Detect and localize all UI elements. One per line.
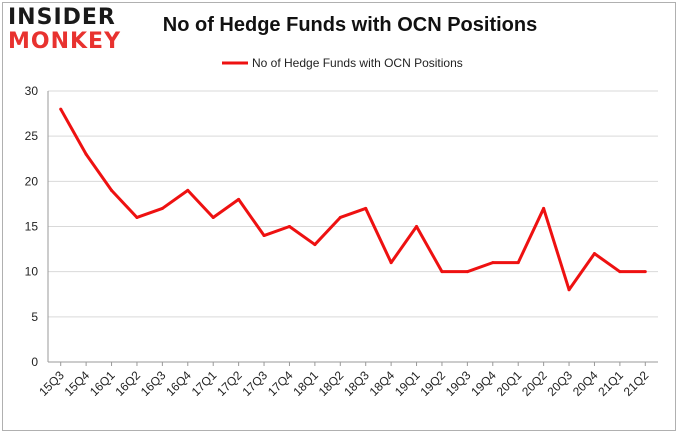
x-tick-label: 17Q1 (189, 368, 220, 399)
x-tick-label: 18Q2 (316, 368, 347, 399)
y-tick-label: 10 (25, 265, 39, 279)
y-tick-label: 25 (25, 129, 39, 143)
x-tick-label: 18Q3 (341, 368, 372, 399)
data-point-16Q2 (135, 215, 139, 219)
data-point-15Q3 (59, 107, 63, 111)
data-point-19Q3 (465, 270, 469, 274)
data-point-18Q2 (338, 215, 342, 219)
data-point-16Q3 (160, 206, 164, 210)
y-tick-label: 30 (25, 84, 39, 98)
x-tick-label: 18Q4 (367, 368, 398, 399)
x-tick-label: 17Q3 (240, 368, 271, 399)
data-point-17Q2 (237, 197, 241, 201)
x-tick-label: 16Q1 (87, 368, 118, 399)
x-tick-label: 15Q4 (62, 368, 93, 399)
gridlines (47, 90, 658, 363)
y-tick-label: 5 (31, 310, 38, 324)
logo-line-1: INSIDER (8, 5, 116, 30)
y-tick-label: 0 (31, 355, 38, 369)
x-tick-label: 19Q3 (443, 368, 474, 399)
legend: No of Hedge Funds with OCN Positions (222, 56, 463, 70)
insider-monkey-logo: INSIDER MONKEY (8, 6, 128, 58)
series-line (59, 108, 646, 292)
data-point-18Q3 (364, 206, 368, 210)
x-tick-label: 16Q4 (163, 368, 194, 399)
x-tick-label: 21Q1 (595, 368, 626, 399)
x-tick-label: 18Q1 (290, 368, 321, 399)
chart-title: No of Hedge Funds with OCN Positions (162, 14, 538, 36)
x-tick-label: 20Q2 (519, 368, 550, 399)
data-point-17Q1 (211, 215, 215, 219)
x-tick-label: 17Q4 (265, 368, 296, 399)
y-axis-ticks: 0 5 10 15 20 25 30 (25, 84, 39, 369)
data-point-20Q1 (516, 261, 520, 265)
data-point-16Q1 (110, 188, 114, 192)
data-point-20Q2 (542, 206, 546, 210)
x-tick-label: 16Q2 (112, 368, 143, 399)
data-point-17Q4 (287, 225, 291, 228)
x-tick-label: 20Q1 (494, 368, 525, 399)
series-layer (59, 107, 647, 292)
legend-label: No of Hedge Funds with OCN Positions (252, 56, 463, 70)
data-point-20Q3 (567, 288, 571, 292)
data-point-15Q4 (84, 152, 88, 156)
data-point-18Q4 (389, 261, 393, 265)
x-tick-label: 19Q2 (417, 368, 448, 399)
data-point-19Q2 (440, 270, 444, 274)
data-point-19Q1 (415, 225, 419, 228)
x-tick-label: 20Q3 (545, 368, 576, 399)
data-point-21Q1 (618, 270, 622, 274)
x-tick-label: 19Q4 (468, 368, 499, 399)
data-point-17Q3 (262, 234, 266, 238)
x-tick-label: 20Q4 (570, 368, 601, 399)
data-point-19Q4 (491, 261, 495, 265)
y-tick-label: 20 (25, 174, 39, 188)
x-tick-label: 17Q2 (214, 368, 245, 399)
x-tick-label: 16Q3 (138, 368, 169, 399)
data-point-16Q4 (186, 188, 190, 192)
y-tick-label: 15 (25, 220, 39, 234)
x-axis-ticks: 15Q315Q416Q116Q216Q316Q417Q117Q217Q317Q4… (36, 362, 652, 399)
data-point-20Q4 (592, 252, 596, 256)
logo-line-2: MONKEY (8, 29, 122, 54)
x-tick-label: 15Q3 (36, 368, 67, 399)
x-tick-label: 19Q1 (392, 368, 423, 399)
x-tick-label: 21Q2 (621, 368, 652, 399)
data-point-21Q2 (643, 270, 647, 274)
data-point-18Q1 (313, 243, 317, 247)
